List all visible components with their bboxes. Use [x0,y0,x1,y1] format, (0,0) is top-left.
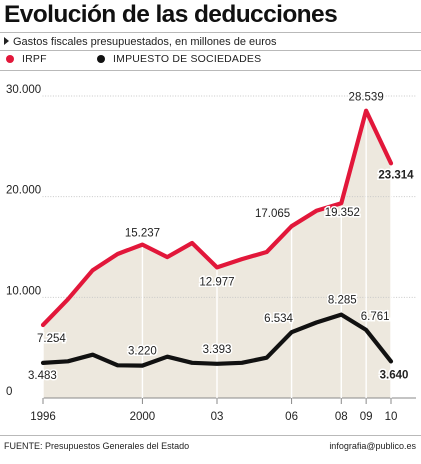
y-tick-label: 0 [6,386,12,398]
triangle-bullet-icon [4,37,9,45]
lines-layer [40,108,394,368]
data-label: 3.483 [28,370,57,382]
red-dot-icon [6,55,14,63]
x-tick-label: 03 [211,411,224,423]
line-chart: 0 10.000 20.000 30.000 1996 2000 03 06 08 09 10 7.2… [6,84,416,423]
chart-subtitle: Gastos fiscales presupuestados, en millo… [4,36,277,48]
series-line-irpf [40,108,394,328]
grid-layer [42,95,416,404]
labels-layer: 0 10.000 20.000 30.000 1996 2000 03 06 08 09 10 7.2… [6,84,416,423]
y-tick-label: 10.000 [6,285,41,297]
series-line-sociedades [40,312,394,368]
legend-item-irpf: IRPF [6,53,47,65]
data-label: 7.254 [37,333,66,345]
legend-label-irpf: IRPF [22,53,47,65]
x-tick-label: 06 [285,411,298,423]
x-tick-label: 09 [360,411,373,423]
data-label: 15.237 [125,228,160,240]
x-tick-label: 1996 [30,411,56,423]
chart-title: Evolución de las deducciones [4,1,338,28]
data-label: 17.065 [255,208,290,220]
black-dot-icon [97,55,105,63]
data-label: 3.220 [128,346,157,358]
data-label: 3.393 [203,344,232,356]
source-note: FUENTE: Presupuestos Generales del Estad… [4,441,190,451]
data-label: 3.640 [380,369,409,381]
x-tick-label: 2000 [130,411,156,423]
legend-label-sociedades: IMPUESTO DE SOCIEDADES [113,53,262,65]
legend-item-sociedades: IMPUESTO DE SOCIEDADES [97,53,261,65]
legend-divider [0,70,421,71]
data-label: 12.977 [199,276,234,288]
y-tick-label: 20.000 [6,185,41,197]
data-label: 6.534 [264,313,293,325]
data-label: 19.352 [325,207,360,219]
data-label: 28.539 [349,92,384,104]
footer-divider [0,435,421,436]
subtitle-divider [0,50,421,51]
y-tick-label: 30.000 [6,84,41,96]
data-label: 23.314 [378,169,414,181]
data-label: 6.761 [361,311,390,323]
x-tick-label: 08 [335,411,348,423]
subtitle-text: Gastos fiscales presupuestados, en millo… [13,36,277,48]
data-label: 8.285 [328,295,357,307]
title-divider [0,32,421,33]
x-tick-label: 10 [385,411,398,423]
credit-note: infografia@publico.es [329,441,416,451]
